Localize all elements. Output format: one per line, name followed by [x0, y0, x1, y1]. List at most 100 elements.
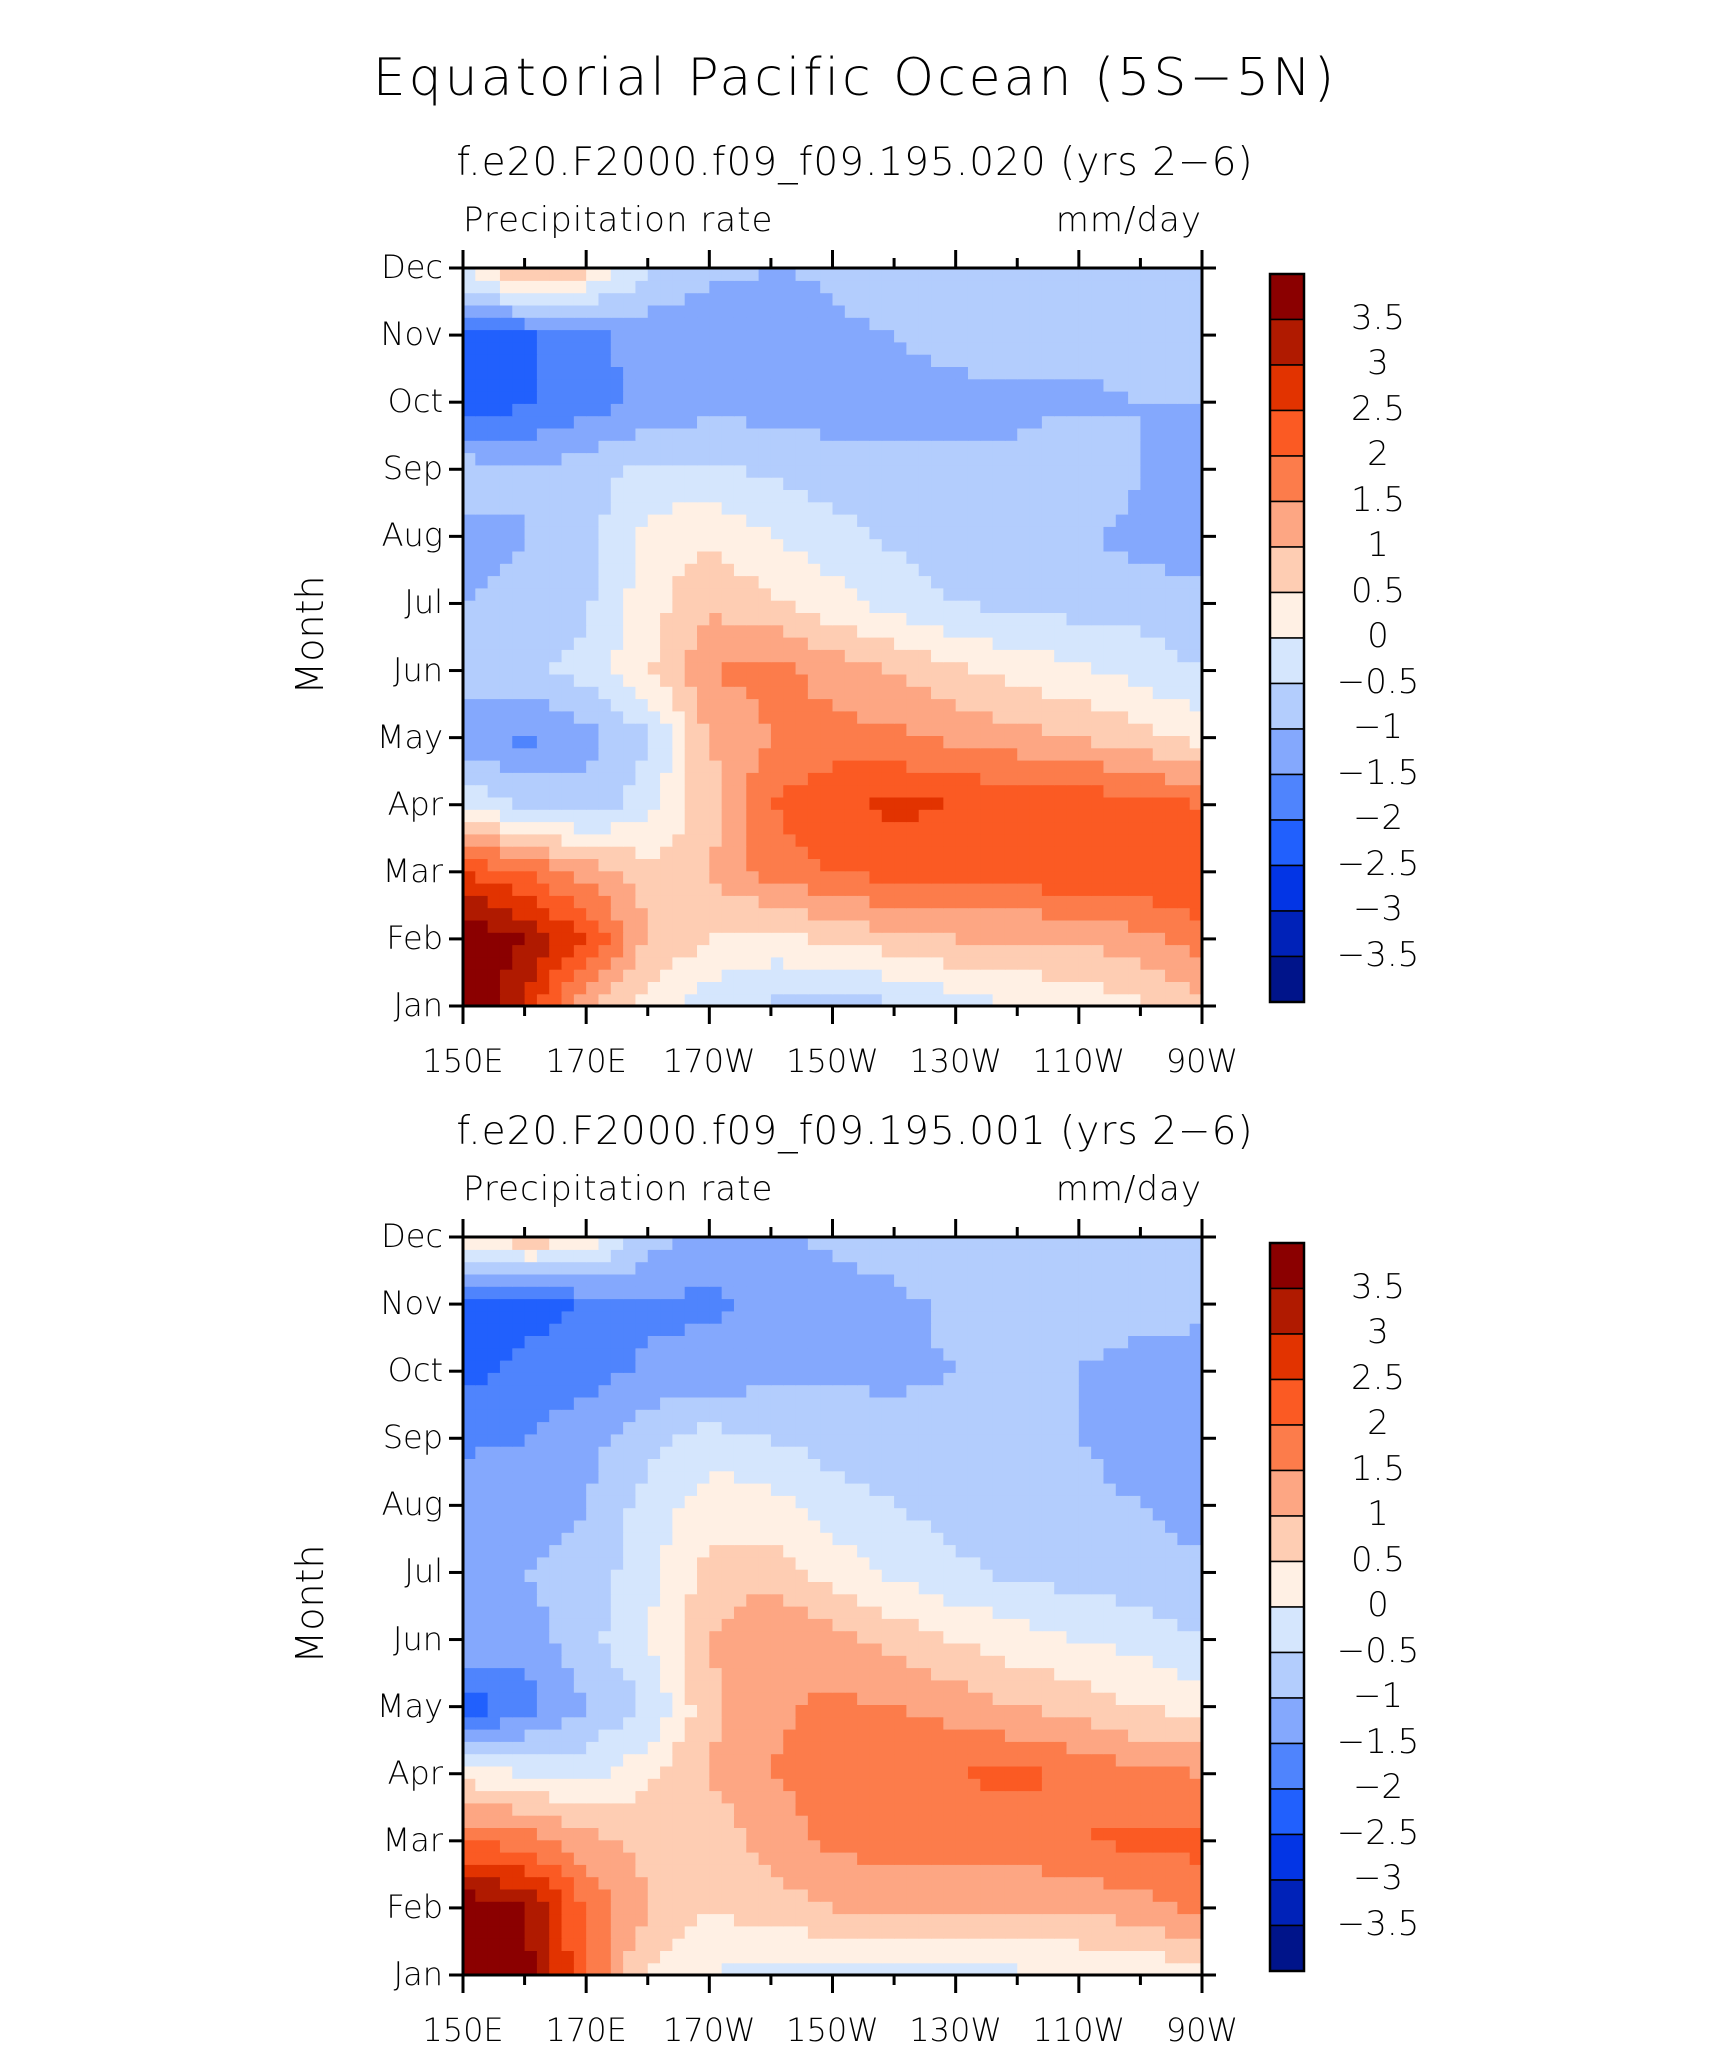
heatmap-cell [980, 1802, 994, 1816]
heatmap-cell [598, 612, 612, 626]
heatmap-cell [918, 1962, 932, 1976]
heatmap-cell [561, 833, 575, 847]
heatmap-cell [770, 784, 784, 798]
heatmap-cell [1004, 329, 1018, 343]
heatmap-cell [1115, 649, 1129, 663]
heatmap-cell [1115, 809, 1129, 823]
heatmap-cell [1165, 944, 1178, 958]
heatmap-cell [1078, 600, 1092, 613]
heatmap-cell [487, 895, 501, 909]
heatmap-cell [980, 514, 994, 527]
heatmap-cell [943, 1815, 957, 1828]
heatmap-cell [967, 477, 981, 490]
y-tick-label: Jul [404, 583, 443, 622]
heatmap-cell [635, 329, 649, 343]
heatmap-cell [931, 354, 944, 367]
heatmap-cell [918, 637, 932, 650]
heatmap-cell [1128, 550, 1142, 564]
heatmap-cell [684, 1876, 698, 1890]
heatmap-cell [844, 329, 858, 343]
heatmap-cell [1091, 415, 1105, 429]
heatmap-cell [931, 550, 944, 564]
heatmap-cell [1054, 1938, 1068, 1951]
heatmap-cell [1152, 1876, 1166, 1890]
heatmap-cell [1054, 304, 1068, 318]
heatmap-cell [660, 501, 673, 515]
heatmap-cell [721, 415, 735, 429]
heatmap-cell [857, 1815, 871, 1828]
heatmap-cell [869, 833, 883, 847]
heatmap-cell [475, 760, 489, 773]
heatmap-cell [1091, 1827, 1105, 1841]
heatmap-cell [869, 1888, 883, 1902]
heatmap-cell [660, 661, 673, 675]
heatmap-cell [623, 883, 637, 896]
heatmap-cell [1165, 587, 1178, 601]
heatmap-cell [697, 304, 710, 318]
heatmap-cell [610, 649, 624, 663]
heatmap-cell [881, 427, 895, 441]
heatmap-cell [1054, 403, 1068, 417]
heatmap-cell [561, 624, 575, 638]
heatmap-cell [770, 440, 784, 454]
heatmap-cell [463, 846, 476, 859]
heatmap-cell [561, 427, 575, 441]
heatmap-cell [758, 1888, 772, 1902]
heatmap-cell [1066, 1913, 1080, 1927]
heatmap-cell [906, 612, 920, 626]
heatmap-cell [955, 464, 969, 478]
heatmap-cell [733, 870, 747, 884]
heatmap-cell [1004, 440, 1018, 454]
heatmap-cell [832, 550, 846, 564]
colorbar-label: −1.5 [1336, 752, 1420, 793]
heatmap-cell [1152, 354, 1166, 367]
heatmap-cell [807, 1765, 821, 1779]
heatmap-cell [524, 895, 538, 909]
heatmap-cell [709, 1778, 723, 1792]
heatmap-cell [820, 464, 834, 478]
heatmap-cell [463, 710, 476, 724]
heatmap-cell [1029, 341, 1043, 355]
heatmap-cell [1078, 538, 1092, 552]
heatmap-cell [992, 329, 1006, 343]
heatmap-cell [1091, 304, 1105, 318]
heatmap-cell [844, 514, 858, 527]
heatmap-cell [697, 809, 710, 823]
heatmap-cell [943, 1864, 957, 1878]
heatmap-cell [894, 784, 907, 798]
heatmap-cell [1041, 489, 1055, 503]
heatmap-cell [1115, 993, 1129, 1007]
heatmap-cell [857, 649, 871, 663]
heatmap-cell [857, 981, 871, 995]
heatmap-cell [1189, 895, 1203, 909]
heatmap-cell [955, 1778, 969, 1792]
heatmap-cell [1029, 464, 1043, 478]
heatmap-cell [1066, 723, 1080, 736]
heatmap-cell [524, 772, 538, 786]
heatmap-cell [1115, 329, 1129, 343]
heatmap-cell [881, 1852, 895, 1865]
heatmap-cell [918, 747, 932, 761]
heatmap-cell [549, 919, 563, 933]
heatmap-cell [1004, 809, 1018, 823]
heatmap-cell [931, 846, 944, 859]
heatmap-cell [906, 1901, 920, 1915]
heatmap-cell [1152, 944, 1166, 958]
heatmap-cell [1177, 846, 1191, 859]
heatmap-cell [586, 1741, 600, 1755]
heatmap-cell [967, 1716, 981, 1730]
heatmap-cell [992, 354, 1006, 367]
heatmap-cell [1165, 1938, 1178, 1951]
heatmap-cell [1017, 550, 1031, 564]
heatmap-cell [512, 821, 526, 835]
heatmap-cell [499, 1864, 513, 1878]
heatmap-cell [980, 956, 994, 970]
heatmap-cell [1054, 329, 1068, 343]
heatmap-cell [844, 366, 858, 380]
heatmap-cell [1115, 341, 1129, 355]
heatmap-cell [647, 710, 661, 724]
heatmap-cell [672, 1901, 686, 1915]
heatmap-cell [906, 1913, 920, 1927]
heatmap-cell [697, 956, 710, 970]
heatmap-cell [598, 1962, 612, 1976]
